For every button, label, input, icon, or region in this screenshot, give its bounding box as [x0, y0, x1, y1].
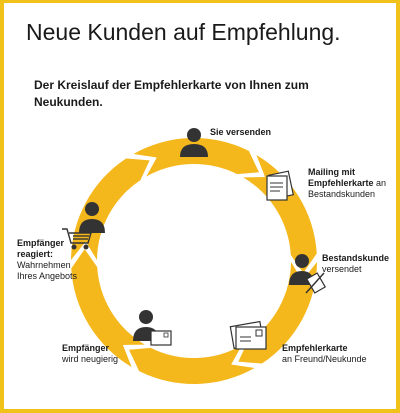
step-label-curious-text: wird neugierig: [62, 354, 119, 364]
step-label-react-line3: Wahrnehmen: [17, 260, 71, 270]
step-label-react-title: Empfänger: [17, 238, 65, 248]
step-label-mailing: Mailing mit Empfehlerkarte an Bestandsku…: [308, 167, 386, 200]
step-label-forward-title: Bestandskunde: [322, 253, 390, 263]
step-label-forward-text: versendet: [322, 264, 362, 274]
step-label-card-text: an Freund/Neukunde: [282, 354, 367, 364]
step-label-curious: Empfänger wird neugierig: [62, 343, 118, 365]
step-label-send: Sie versenden: [210, 127, 271, 138]
person-icon: [180, 128, 208, 157]
step-label-react-line4: Ihres Angebots: [17, 271, 78, 281]
cycle-arrow-segment: [243, 155, 317, 273]
person-icon: [79, 202, 105, 233]
cycle-arrow-segment: [133, 138, 260, 177]
postcard-icon: [229, 320, 267, 350]
shopping-cart-icon: [62, 228, 92, 250]
letter-icon: [266, 170, 294, 201]
cycle-arrow-segment: [128, 345, 255, 384]
step-label-mailing-line2: Empfehlerkarte: [308, 178, 374, 188]
step-label-card: Empfehlerkarte an Freund/Neukunde: [282, 343, 367, 365]
step-label-mailing-line4: Bestandskunden: [308, 189, 376, 199]
step-label-mailing-line1: Mailing mit: [308, 167, 355, 177]
step-label-send-title: Sie versenden: [210, 127, 272, 137]
diagram-frame: Neue Kunden auf Empfehlung. Der Kreislau…: [4, 3, 396, 409]
step-label-curious-title: Empfänger: [62, 343, 110, 353]
step-label-card-title: Empfehlerkarte: [282, 343, 348, 353]
step-label-react-subtitle: reagiert:: [17, 249, 54, 259]
cycle-arrow-segment: [71, 158, 150, 261]
cycle-diagram: [62, 128, 327, 384]
pen-hand-icon: [305, 272, 327, 294]
step-label-react: Empfänger reagiert: Wahrnehmen Ihres Ang…: [17, 238, 77, 282]
diagram-subtitle: Der Kreislauf der Empfehlerkarte von Ihn…: [34, 78, 309, 109]
cycle-arrow-segment: [71, 249, 145, 367]
page-title: Neue Kunden auf Empfehlung.: [26, 19, 341, 45]
step-label-mailing-line3: an: [376, 178, 387, 188]
postcard-icon: [150, 330, 172, 346]
step-label-forward: Bestandskunde versendet: [322, 253, 389, 275]
